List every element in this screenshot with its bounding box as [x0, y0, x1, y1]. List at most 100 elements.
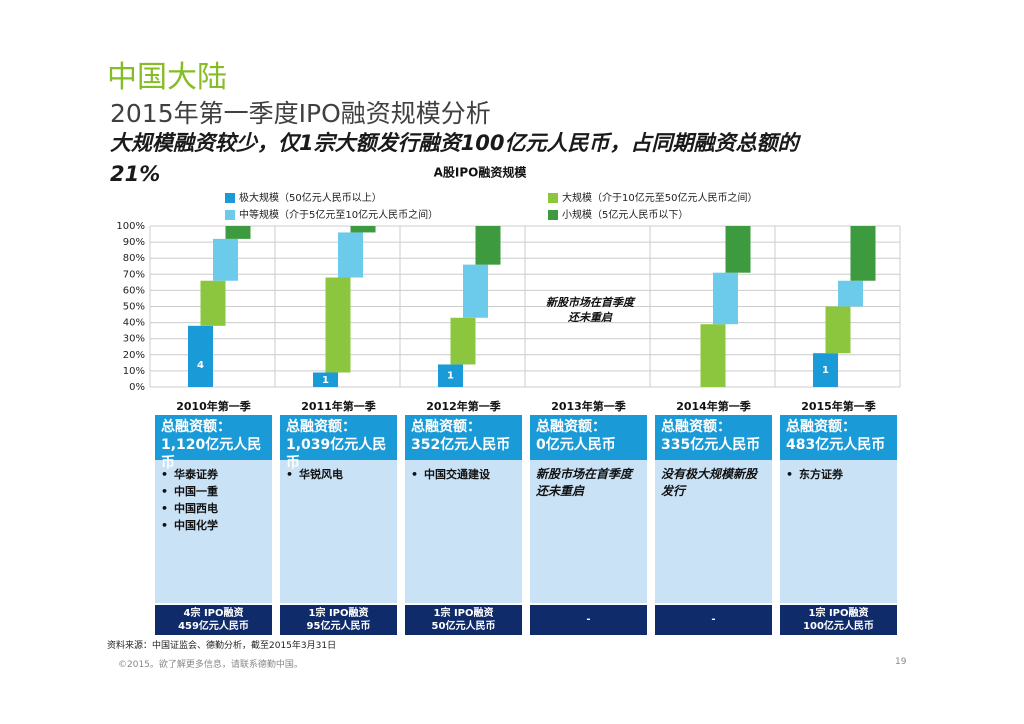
panel-item: 没有极大规模新股发行 — [661, 467, 758, 498]
panel-body: 华泰证券中国一重中国西电中国化学 — [155, 460, 272, 603]
panel-footer: 1宗 IPO融资 50亿元人民币 — [405, 605, 522, 635]
footer-line: 4宗 IPO融资 — [183, 608, 244, 619]
bar-segment — [713, 272, 738, 325]
panel-item: 中国西电 — [161, 500, 266, 517]
y-tick-label: 80% — [123, 253, 145, 264]
y-tick-label: 20% — [123, 350, 145, 361]
panel-footer: 1宗 IPO融资 95亿元人民币 — [280, 605, 397, 635]
panel-total: 总融资额： 1,039亿元人民币 — [280, 415, 397, 471]
legend-swatch — [548, 193, 558, 203]
panel-header: 2012年第一季 — [426, 400, 501, 413]
page-title: 2015年第一季度IPO融资规模分析 — [110, 99, 491, 128]
total-value: 0亿元人民币 — [536, 437, 616, 453]
y-tick-label: 10% — [123, 366, 145, 377]
bar-segment — [213, 238, 238, 281]
footer-line: 100亿元人民币 — [803, 621, 874, 632]
y-tick-label: 100% — [116, 221, 145, 232]
panel-body: 没有极大规模新股发行 — [655, 460, 772, 603]
bar-segment — [725, 226, 751, 273]
panel-item: 中国化学 — [161, 517, 266, 534]
annotation: 新股市场在首季度 — [546, 296, 636, 309]
panel-header: 2010年第一季 — [176, 400, 251, 413]
footer-line: 1宗 IPO融资 — [808, 608, 869, 619]
panel-body: 新股市场在首季度还未重启 — [530, 460, 647, 603]
y-tick-label: 50% — [123, 302, 145, 313]
panel-total: 总融资额： 483亿元人民币 — [780, 415, 897, 460]
bar-segment — [463, 264, 488, 318]
bar-segment — [450, 317, 476, 365]
bar-segment — [825, 306, 851, 354]
bar-segment — [313, 372, 338, 387]
legend-label: 大规模（介于10亿元至50亿元人民币之间） — [562, 191, 757, 204]
deal-count-label: 1 — [822, 365, 829, 376]
source: 资料来源：中国证监会、德勤分析，截至2015年3月31日 — [107, 641, 337, 651]
y-tick-label: 40% — [123, 318, 145, 329]
footer-line: 1宗 IPO融资 — [308, 608, 369, 619]
footer-line: 50亿元人民币 — [431, 621, 496, 632]
bar-segment — [813, 353, 838, 387]
panel-header: 2013年第一季 — [551, 400, 626, 413]
year-panel: 2010年第一季总融资额：1,120亿元人民币华泰证券中国一重中国西电中国化学4… — [155, 398, 272, 635]
subtitle-line: 大规模融资较少，仅1宗大额发行融资100亿元人民币，占同期融资总额的 — [110, 131, 799, 155]
panel-footer: 1宗 IPO融资 100亿元人民币 — [780, 605, 897, 635]
y-tick-label: 0% — [129, 382, 145, 393]
panel-header: 2011年第一季 — [301, 400, 376, 413]
legend-label: 小规模（5亿元人民币以下） — [562, 208, 688, 221]
panel-item: 华锐风电 — [286, 466, 391, 483]
panel-item: 中国交通建设 — [411, 466, 516, 483]
y-tick-label: 60% — [123, 285, 145, 296]
footer-line: 1宗 IPO融资 — [433, 608, 494, 619]
total-label: 总融资额： — [286, 419, 356, 435]
panel-total: 总融资额： 1,120亿元人民币 — [155, 415, 272, 471]
subtitle-line: 21% — [110, 162, 161, 186]
total-value: 335亿元人民币 — [661, 437, 761, 453]
panel-item: 华泰证券 — [161, 466, 266, 483]
bar-segment — [850, 226, 876, 281]
bar-segment — [200, 280, 226, 326]
subtitle: 大规模融资较少，仅1宗大额发行融资100亿元人民币，占同期融资总额的 21% — [110, 128, 798, 190]
deal-count-label: 1 — [322, 375, 329, 386]
panel-item: 中国一重 — [161, 483, 266, 500]
legend-label: 中等规模（介于5亿元至10亿元人民币之间） — [239, 208, 438, 221]
panel-footer: - — [530, 605, 647, 635]
panel-item: 新股市场在首季度还未重启 — [536, 467, 633, 498]
legend-label: 极大规模（50亿元人民币以上） — [239, 191, 382, 204]
panel-total: 总融资额： 0亿元人民币 — [530, 415, 647, 460]
panel-body: 华锐风电 — [280, 460, 397, 603]
total-value: 352亿元人民币 — [411, 437, 511, 453]
panel-body: 东方证券 — [780, 460, 897, 603]
panel-header: 2014年第一季 — [676, 400, 751, 413]
region-title: 中国大陆 — [107, 60, 227, 95]
deal-count-label: 1 — [447, 371, 454, 382]
panel-header: 2015年第一季 — [801, 400, 876, 413]
y-tick-label: 30% — [123, 334, 145, 345]
bar-segment — [438, 364, 463, 387]
chart-title: A股IPO融资规模 — [434, 165, 528, 180]
deal-count-label: 4 — [197, 360, 204, 371]
bar-segment — [475, 226, 501, 265]
panel-footer: 4宗 IPO融资 459亿元人民币 — [155, 605, 272, 635]
panel-total: 总融资额： 335亿元人民币 — [655, 415, 772, 460]
panel-item: 东方证券 — [786, 466, 891, 483]
footer-line: 95亿元人民币 — [306, 621, 371, 632]
y-tick-label: 70% — [123, 269, 145, 280]
panel-footer: - — [655, 605, 772, 635]
panel-total: 总融资额： 352亿元人民币 — [405, 415, 522, 460]
footer-line: - — [586, 614, 591, 625]
total-label: 总融资额： — [661, 419, 731, 435]
footer-line: 459亿元人民币 — [178, 621, 249, 632]
annotation: 还未重启 — [567, 311, 613, 324]
bar-segment — [338, 232, 363, 278]
total-label: 总融资额： — [536, 419, 606, 435]
bar-segment — [188, 325, 213, 387]
copyright: ©2015。欲了解更多信息，请联系德勤中国。 — [118, 660, 303, 670]
legend-swatch — [548, 210, 558, 220]
total-value: 483亿元人民币 — [786, 437, 886, 453]
bar-segment — [838, 280, 863, 307]
legend-swatch — [225, 193, 235, 203]
